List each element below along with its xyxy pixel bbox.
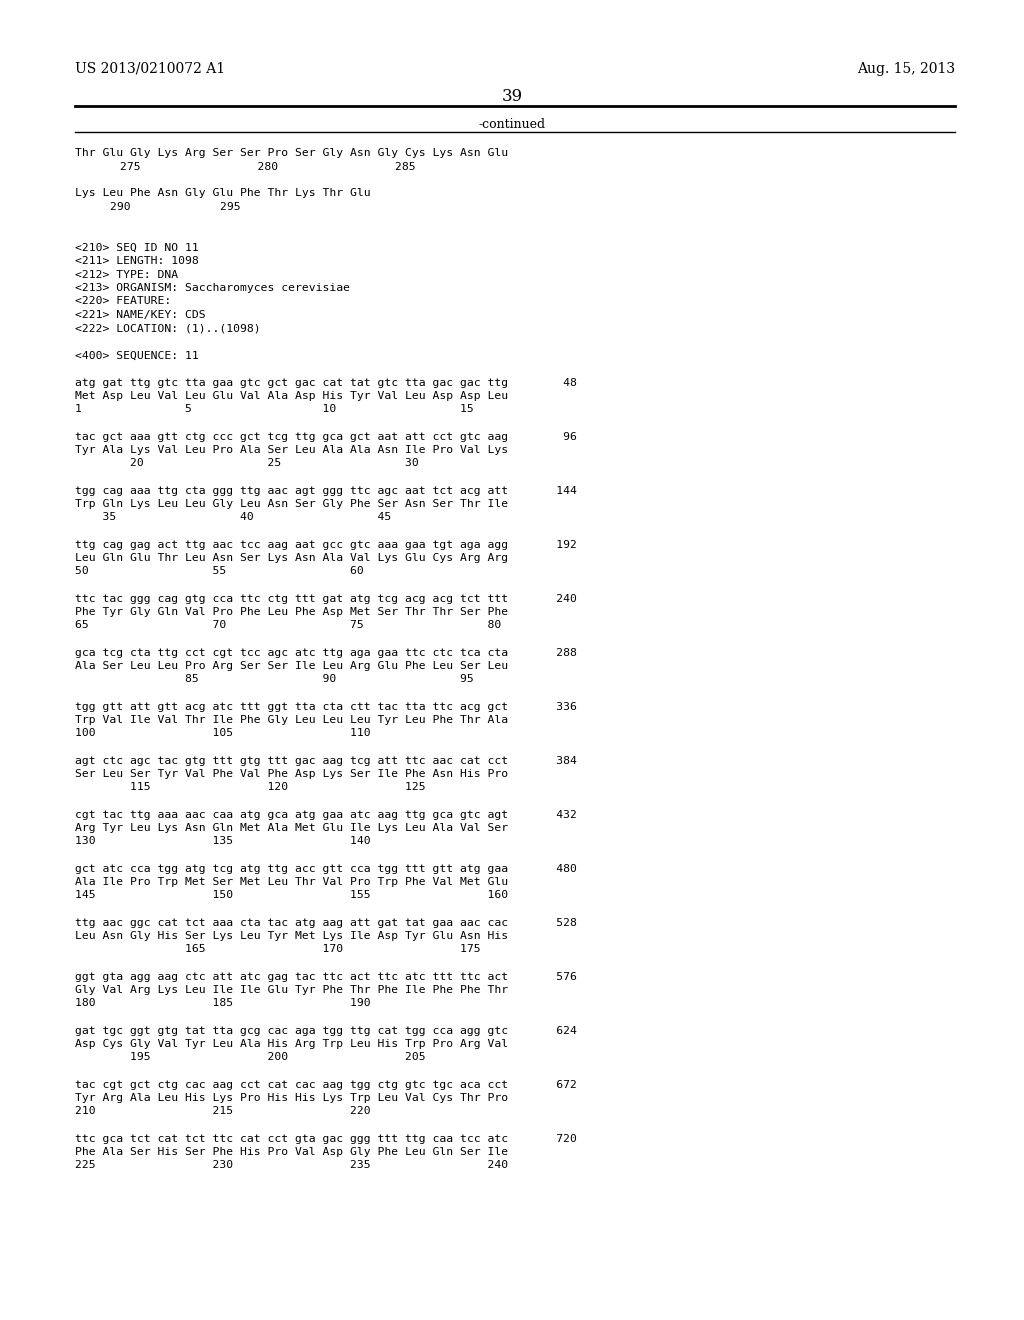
Text: 130                 135                 140: 130 135 140 — [75, 837, 371, 846]
Text: <212> TYPE: DNA: <212> TYPE: DNA — [75, 269, 178, 280]
Text: 290             295: 290 295 — [110, 202, 241, 213]
Text: Leu Gln Glu Thr Leu Asn Ser Lys Asn Ala Val Lys Glu Cys Arg Arg: Leu Gln Glu Thr Leu Asn Ser Lys Asn Ala … — [75, 553, 508, 564]
Text: Phe Tyr Gly Gln Val Pro Phe Leu Phe Asp Met Ser Thr Thr Ser Phe: Phe Tyr Gly Gln Val Pro Phe Leu Phe Asp … — [75, 607, 508, 616]
Text: atg gat ttg gtc tta gaa gtc gct gac cat tat gtc tta gac gac ttg        48: atg gat ttg gtc tta gaa gtc gct gac cat … — [75, 378, 577, 388]
Text: tac gct aaa gtt ctg ccc gct tcg ttg gca gct aat att cct gtc aag        96: tac gct aaa gtt ctg ccc gct tcg ttg gca … — [75, 432, 577, 441]
Text: <222> LOCATION: (1)..(1098): <222> LOCATION: (1)..(1098) — [75, 323, 261, 334]
Text: 1               5                   10                  15: 1 5 10 15 — [75, 404, 474, 414]
Text: Tyr Ala Lys Val Leu Pro Ala Ser Leu Ala Ala Asn Ile Pro Val Lys: Tyr Ala Lys Val Leu Pro Ala Ser Leu Ala … — [75, 445, 508, 455]
Text: 225                 230                 235                 240: 225 230 235 240 — [75, 1160, 508, 1171]
Text: 39: 39 — [502, 88, 522, 106]
Text: Ala Ile Pro Trp Met Ser Met Leu Thr Val Pro Trp Phe Val Met Glu: Ala Ile Pro Trp Met Ser Met Leu Thr Val … — [75, 876, 508, 887]
Text: 275                 280                 285: 275 280 285 — [120, 161, 416, 172]
Text: <220> FEATURE:: <220> FEATURE: — [75, 297, 171, 306]
Text: 180                 185                 190: 180 185 190 — [75, 998, 371, 1008]
Text: gct atc cca tgg atg tcg atg ttg acc gtt cca tgg ttt gtt atg gaa       480: gct atc cca tgg atg tcg atg ttg acc gtt … — [75, 863, 577, 874]
Text: <210> SEQ ID NO 11: <210> SEQ ID NO 11 — [75, 243, 199, 252]
Text: ttg cag gag act ttg aac tcc aag aat gcc gtc aaa gaa tgt aga agg       192: ttg cag gag act ttg aac tcc aag aat gcc … — [75, 540, 577, 549]
Text: tgg cag aaa ttg cta ggg ttg aac agt ggg ttc agc aat tct acg att       144: tgg cag aaa ttg cta ggg ttg aac agt ggg … — [75, 486, 577, 495]
Text: Lys Leu Phe Asn Gly Glu Phe Thr Lys Thr Glu: Lys Leu Phe Asn Gly Glu Phe Thr Lys Thr … — [75, 189, 371, 198]
Text: 165                 170                 175: 165 170 175 — [75, 945, 480, 954]
Text: 20                  25                  30: 20 25 30 — [75, 458, 419, 469]
Text: ttc gca tct cat tct ttc cat cct gta gac ggg ttt ttg caa tcc atc       720: ttc gca tct cat tct ttc cat cct gta gac … — [75, 1134, 577, 1143]
Text: gat tgc ggt gtg tat tta gcg cac aga tgg ttg cat tgg cca agg gtc       624: gat tgc ggt gtg tat tta gcg cac aga tgg … — [75, 1026, 577, 1035]
Text: <221> NAME/KEY: CDS: <221> NAME/KEY: CDS — [75, 310, 206, 319]
Text: agt ctc agc tac gtg ttt gtg ttt gac aag tcg att ttc aac cat cct       384: agt ctc agc tac gtg ttt gtg ttt gac aag … — [75, 755, 577, 766]
Text: Tyr Arg Ala Leu His Lys Pro His His Lys Trp Leu Val Cys Thr Pro: Tyr Arg Ala Leu His Lys Pro His His Lys … — [75, 1093, 508, 1104]
Text: Trp Val Ile Val Thr Ile Phe Gly Leu Leu Leu Tyr Leu Phe Thr Ala: Trp Val Ile Val Thr Ile Phe Gly Leu Leu … — [75, 715, 508, 725]
Text: 35                  40                  45: 35 40 45 — [75, 512, 391, 523]
Text: Phe Ala Ser His Ser Phe His Pro Val Asp Gly Phe Leu Gln Ser Ile: Phe Ala Ser His Ser Phe His Pro Val Asp … — [75, 1147, 508, 1158]
Text: Ser Leu Ser Tyr Val Phe Val Phe Asp Lys Ser Ile Phe Asn His Pro: Ser Leu Ser Tyr Val Phe Val Phe Asp Lys … — [75, 770, 508, 779]
Text: ttc tac ggg cag gtg cca ttc ctg ttt gat atg tcg acg acg tct ttt       240: ttc tac ggg cag gtg cca ttc ctg ttt gat … — [75, 594, 577, 603]
Text: cgt tac ttg aaa aac caa atg gca atg gaa atc aag ttg gca gtc agt       432: cgt tac ttg aaa aac caa atg gca atg gaa … — [75, 809, 577, 820]
Text: 210                 215                 220: 210 215 220 — [75, 1106, 371, 1117]
Text: ttg aac ggc cat tct aaa cta tac atg aag att gat tat gaa aac cac       528: ttg aac ggc cat tct aaa cta tac atg aag … — [75, 917, 577, 928]
Text: tgg gtt att gtt acg atc ttt ggt tta cta ctt tac tta ttc acg gct       336: tgg gtt att gtt acg atc ttt ggt tta cta … — [75, 701, 577, 711]
Text: Gly Val Arg Lys Leu Ile Ile Glu Tyr Phe Thr Phe Ile Phe Phe Thr: Gly Val Arg Lys Leu Ile Ile Glu Tyr Phe … — [75, 985, 508, 995]
Text: 195                 200                 205: 195 200 205 — [75, 1052, 426, 1063]
Text: Met Asp Leu Val Leu Glu Val Ala Asp His Tyr Val Leu Asp Asp Leu: Met Asp Leu Val Leu Glu Val Ala Asp His … — [75, 391, 508, 401]
Text: Trp Gln Lys Leu Leu Gly Leu Asn Ser Gly Phe Ser Asn Ser Thr Ile: Trp Gln Lys Leu Leu Gly Leu Asn Ser Gly … — [75, 499, 508, 510]
Text: gca tcg cta ttg cct cgt tcc agc atc ttg aga gaa ttc ctc tca cta       288: gca tcg cta ttg cct cgt tcc agc atc ttg … — [75, 648, 577, 657]
Text: -continued: -continued — [478, 117, 546, 131]
Text: 115                 120                 125: 115 120 125 — [75, 783, 426, 792]
Text: Arg Tyr Leu Lys Asn Gln Met Ala Met Glu Ile Lys Leu Ala Val Ser: Arg Tyr Leu Lys Asn Gln Met Ala Met Glu … — [75, 822, 508, 833]
Text: 100                 105                 110: 100 105 110 — [75, 729, 371, 738]
Text: 65                  70                  75                  80: 65 70 75 80 — [75, 620, 502, 631]
Text: Leu Asn Gly His Ser Lys Leu Tyr Met Lys Ile Asp Tyr Glu Asn His: Leu Asn Gly His Ser Lys Leu Tyr Met Lys … — [75, 931, 508, 941]
Text: tac cgt gct ctg cac aag cct cat cac aag tgg ctg gtc tgc aca cct       672: tac cgt gct ctg cac aag cct cat cac aag … — [75, 1080, 577, 1089]
Text: 145                 150                 155                 160: 145 150 155 160 — [75, 891, 508, 900]
Text: 50                  55                  60: 50 55 60 — [75, 566, 364, 577]
Text: Aug. 15, 2013: Aug. 15, 2013 — [857, 62, 955, 77]
Text: US 2013/0210072 A1: US 2013/0210072 A1 — [75, 62, 225, 77]
Text: Ala Ser Leu Leu Pro Arg Ser Ser Ile Leu Arg Glu Phe Leu Ser Leu: Ala Ser Leu Leu Pro Arg Ser Ser Ile Leu … — [75, 661, 508, 671]
Text: <213> ORGANISM: Saccharomyces cerevisiae: <213> ORGANISM: Saccharomyces cerevisiae — [75, 282, 350, 293]
Text: <400> SEQUENCE: 11: <400> SEQUENCE: 11 — [75, 351, 199, 360]
Text: Thr Glu Gly Lys Arg Ser Ser Pro Ser Gly Asn Gly Cys Lys Asn Glu: Thr Glu Gly Lys Arg Ser Ser Pro Ser Gly … — [75, 148, 508, 158]
Text: 85                  90                  95: 85 90 95 — [75, 675, 474, 685]
Text: ggt gta agg aag ctc att atc gag tac ttc act ttc atc ttt ttc act       576: ggt gta agg aag ctc att atc gag tac ttc … — [75, 972, 577, 982]
Text: Asp Cys Gly Val Tyr Leu Ala His Arg Trp Leu His Trp Pro Arg Val: Asp Cys Gly Val Tyr Leu Ala His Arg Trp … — [75, 1039, 508, 1049]
Text: <211> LENGTH: 1098: <211> LENGTH: 1098 — [75, 256, 199, 267]
